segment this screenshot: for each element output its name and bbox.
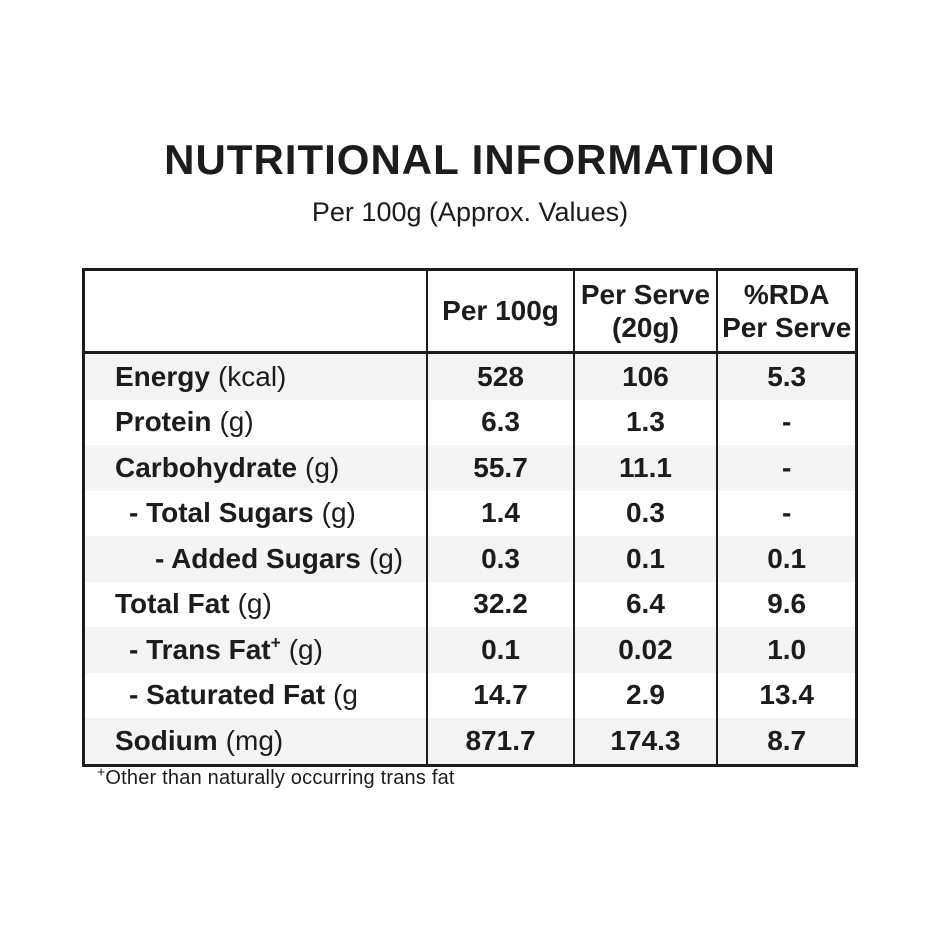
nutrient-unit: (g) — [305, 451, 340, 483]
value-per-100g: 871.7 — [426, 718, 574, 765]
footnote-text: Other than naturally occurring trans fat — [105, 767, 455, 789]
value-per-100g: 0.1 — [426, 627, 574, 673]
value-per-serve: 174.3 — [572, 718, 718, 765]
table-header-row: Per 100g Per Serve (20g) %RDA Per Serve — [83, 269, 857, 354]
header-rda-line2: Per Serve — [722, 312, 852, 343]
value-per-serve: 0.3 — [572, 490, 718, 536]
table-row-saturated-fat: - Saturated Fat (g 14.7 2.9 13.4 — [83, 672, 857, 719]
nutrient-name: Protein — [115, 406, 212, 438]
table-row-energy: Energy (kcal) 528 106 5.3 — [83, 352, 857, 400]
nutrient-name: - Trans Fat — [129, 633, 271, 665]
row-label: - Saturated Fat (g — [84, 673, 428, 719]
nutrient-name: - Total Sugars — [129, 497, 314, 529]
nutrient-name: Sodium — [115, 724, 218, 756]
value-rda-per-serve: - — [716, 445, 857, 491]
row-label: Protein (g) — [84, 400, 428, 446]
value-rda-per-serve: 13.4 — [716, 672, 857, 718]
row-label: - Added Sugars (g) — [84, 536, 428, 582]
nutrient-name: Carbohydrate — [115, 451, 298, 483]
value-per-serve: 0.02 — [572, 627, 718, 673]
value-per-serve: 1.3 — [572, 399, 718, 445]
value-per-100g: 0.3 — [426, 536, 574, 582]
nutrient-name: - Added Sugars — [155, 542, 361, 574]
page-subtitle: Per 100g (Approx. Values) — [311, 197, 629, 227]
nutrient-unit: (kcal) — [217, 360, 287, 392]
nutrient-unit: (g — [333, 679, 358, 711]
nutrient-unit: (g) — [219, 406, 254, 438]
value-per-serve: 11.1 — [572, 445, 718, 491]
value-per-100g: 14.7 — [426, 672, 574, 718]
nutrient-name: - Saturated Fat — [129, 679, 326, 711]
nutrient-name: Energy — [115, 360, 210, 392]
header-rda-line1: %RDA — [743, 278, 830, 310]
nutrient-unit: (g) — [368, 542, 404, 574]
row-label: Sodium (mg) — [84, 718, 428, 765]
table-row-total-sugars: - Total Sugars (g) 1.4 0.3 - — [83, 490, 857, 537]
header-blank — [83, 269, 428, 354]
value-rda-per-serve: 9.6 — [716, 581, 857, 627]
value-per-100g: 6.3 — [426, 399, 574, 445]
value-per-serve: 2.9 — [572, 672, 718, 718]
header-per-serve-line1: Per Serve — [580, 278, 711, 310]
table-row-sodium: Sodium (mg) 871.7 174.3 8.7 — [83, 718, 857, 765]
value-per-serve: 0.1 — [572, 536, 718, 582]
value-rda-per-serve: - — [716, 490, 857, 536]
nutrient-unit: (g) — [321, 497, 356, 529]
header-rda-per-serve: %RDA Per Serve — [716, 269, 857, 354]
footnote-marker: + — [97, 763, 106, 780]
table-row-carbohydrate: Carbohydrate (g) 55.7 11.1 - — [83, 445, 857, 491]
value-per-serve: 106 — [572, 352, 718, 400]
value-rda-per-serve: 0.1 — [716, 536, 857, 582]
header-per-serve: Per Serve (20g) — [572, 269, 718, 354]
value-rda-per-serve: - — [716, 399, 857, 445]
table-row-protein: Protein (g) 6.3 1.3 - — [83, 399, 857, 446]
table-row-total-fat: Total Fat (g) 32.2 6.4 9.6 — [83, 581, 857, 628]
row-label: - Trans Fat+ (g) — [84, 627, 428, 673]
nutrient-name: Total Fat — [115, 588, 230, 620]
row-label: Energy (kcal) — [84, 353, 428, 400]
footnote: +Other than naturally occurring trans fa… — [97, 764, 455, 790]
page-title: NUTRITIONAL INFORMATION — [164, 136, 776, 183]
row-label: Total Fat (g) — [84, 582, 428, 628]
header-per-100g: Per 100g — [426, 269, 574, 354]
value-per-100g: 55.7 — [426, 445, 574, 491]
table-row-added-sugars: - Added Sugars (g) 0.3 0.1 0.1 — [83, 536, 857, 582]
value-per-100g: 528 — [426, 352, 574, 400]
nutrition-table: Per 100g Per Serve (20g) %RDA Per Serve … — [82, 268, 858, 767]
value-rda-per-serve: 8.7 — [716, 718, 857, 765]
table-row-trans-fat: - Trans Fat+ (g) 0.1 0.02 1.0 — [83, 627, 857, 673]
value-per-serve: 6.4 — [572, 581, 718, 627]
value-per-100g: 1.4 — [426, 490, 574, 536]
value-per-100g: 32.2 — [426, 581, 574, 627]
value-rda-per-serve: 5.3 — [716, 352, 857, 400]
value-rda-per-serve: 1.0 — [716, 627, 857, 673]
header-per-serve-line2: (20g) — [612, 312, 679, 343]
nutrient-unit: (g) — [288, 633, 323, 665]
row-label: Carbohydrate (g) — [84, 445, 428, 491]
row-label: - Total Sugars (g) — [84, 491, 428, 537]
nutrient-sup: + — [270, 632, 281, 653]
nutrient-unit: (mg) — [225, 724, 284, 756]
nutrient-unit: (g) — [237, 588, 272, 620]
